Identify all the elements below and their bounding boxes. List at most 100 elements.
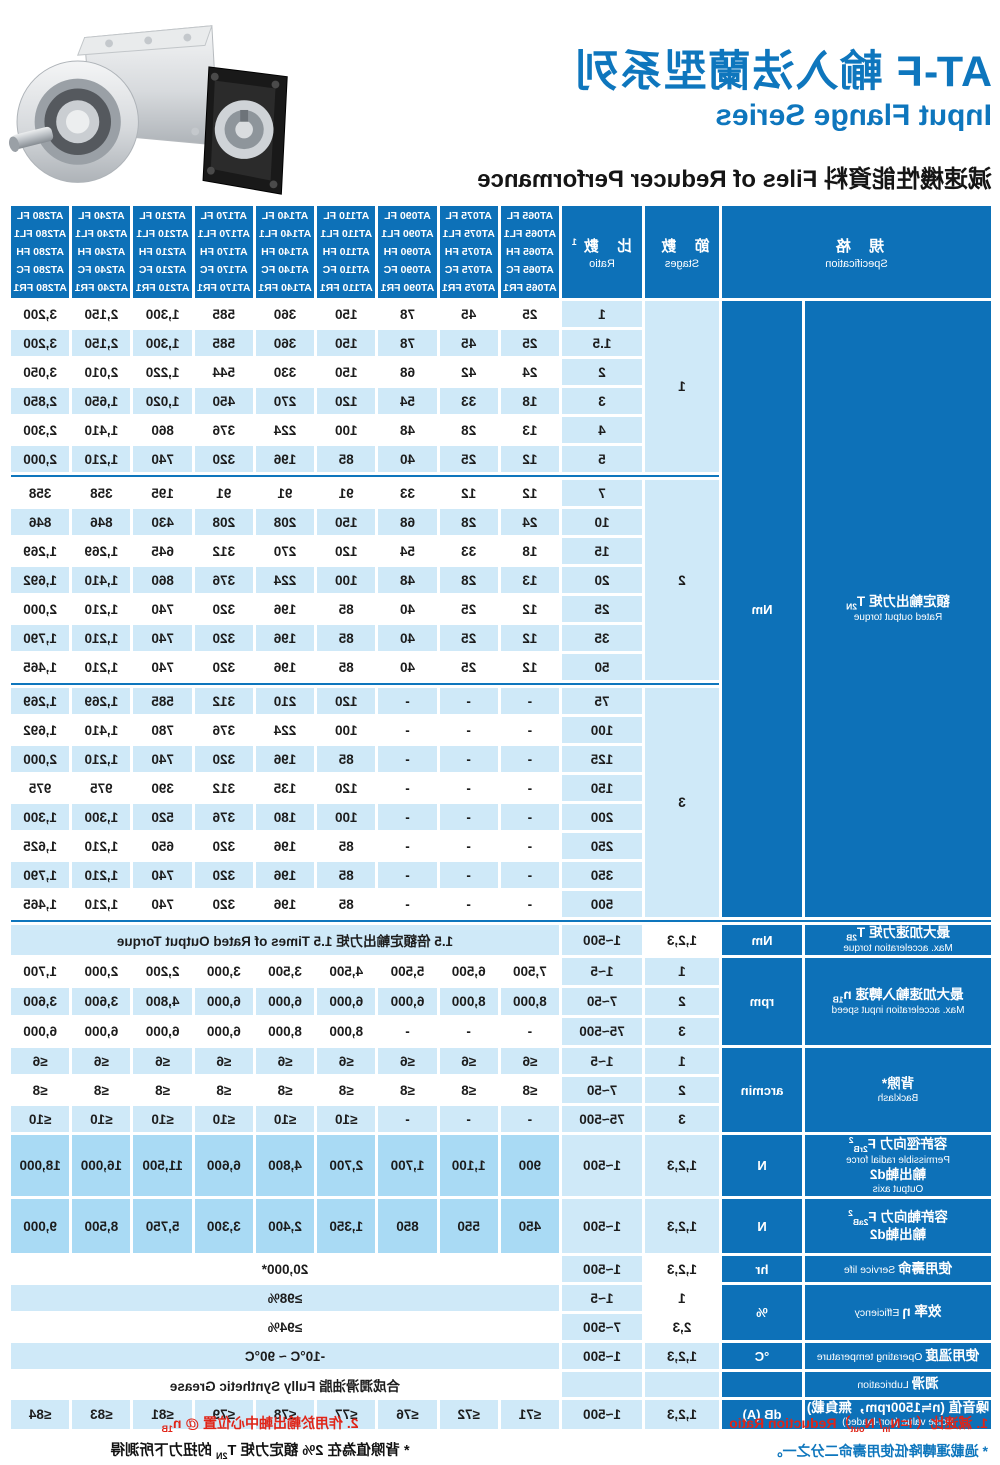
value-cell: 8,000: [317, 1018, 376, 1046]
header-model-AT240: AT240 FL AT240 FL1 AT240 FH AT240 FC AT240 F…: [72, 206, 131, 298]
value-cell: -: [439, 862, 498, 888]
value-cell: 6,000: [133, 1018, 192, 1046]
value-cell: 6,500: [439, 958, 498, 986]
value-cell: 11,500: [133, 1135, 192, 1196]
value-cell: ≤8: [133, 1077, 192, 1104]
value-cell: 550: [439, 1199, 498, 1253]
model-variant: AT090 FR1: [380, 282, 435, 294]
value-cell: 85: [317, 596, 376, 622]
value-cell: 196: [255, 833, 315, 859]
model-variant: AT110 FR1: [319, 282, 373, 294]
spec-permissible-radial-force-label-zh2: 輸出軸d2: [869, 1167, 927, 1183]
value-cell: 358: [11, 480, 70, 506]
value-cell: 6,000: [378, 988, 437, 1016]
value-cell: 196: [255, 625, 315, 651]
model-variant: AT110 FH: [322, 246, 370, 258]
value-cell: 450: [194, 388, 253, 414]
value-cell: 330: [255, 359, 315, 385]
value-cell: ≤6: [500, 1048, 559, 1075]
value-cell: 6,000: [194, 1018, 253, 1046]
ratio-cell: 10: [562, 509, 642, 535]
stage-cell: 1,2,3: [645, 1343, 719, 1369]
value-cell: 4,800: [133, 988, 192, 1016]
spec-permissible-radial-force: 容許徑向力 F2rB2 Permissible radial force 輸出軸d2…: [805, 1135, 991, 1196]
value-cell: 6,000: [194, 988, 253, 1016]
model-variant: AT240 FL: [78, 210, 125, 222]
unit-cell: rpm: [722, 958, 802, 1046]
value-cell: 28: [439, 509, 498, 535]
value-cell: 25: [439, 596, 498, 622]
ratio-cell: 15: [562, 538, 642, 564]
value-cell: 25: [439, 446, 498, 472]
unit-cell: hr: [722, 1256, 802, 1282]
model-variant: AT210 FC: [138, 264, 187, 276]
value-cell: 85: [317, 625, 376, 651]
value-cell: -: [378, 746, 437, 772]
value-cell: 150: [317, 359, 376, 385]
value-cell: 1,300: [133, 330, 192, 356]
unit-cell: Nm: [722, 301, 802, 917]
ratio-cell: 250: [562, 833, 642, 859]
value-cell: 585: [133, 688, 192, 714]
model-variant: AT140 FC: [261, 264, 309, 276]
value-cell: 6,600: [194, 1135, 253, 1196]
value-cell: ≤10: [133, 1106, 192, 1133]
value-cell: 91: [317, 480, 376, 506]
model-variant: AT170 FL: [200, 210, 248, 222]
value-cell: 5,500: [378, 958, 437, 986]
value-cell: 1,100: [439, 1135, 498, 1196]
value-cell: -: [500, 891, 559, 917]
spec-max-acceleration-input-speed: 最大加速輸入轉速 n1B Max. acceleration input spee…: [805, 958, 991, 1046]
value-cell: 100: [317, 804, 376, 830]
value-cell: ≤8: [72, 1077, 131, 1104]
value-cell: 42: [439, 359, 498, 385]
header-model-AT065: AT065 FL AT065 FL1 AT065 FH AT065 FC AT065 F…: [500, 206, 559, 298]
model-variant: AT280 FL: [16, 210, 64, 222]
model-variant: AT140 FR1: [258, 282, 312, 294]
spec-rated-output-torque-label-en: Rated output torque: [853, 612, 943, 624]
value-cell: 68: [378, 509, 437, 535]
value-cell: 100: [317, 417, 376, 443]
header-ratio-zh: 比 數1: [571, 236, 633, 255]
value-cell: 450: [500, 1199, 559, 1253]
value-cell: 48: [378, 567, 437, 593]
value-cell: 28: [439, 417, 498, 443]
value-cell: 320: [194, 891, 253, 917]
value-cell: 1,465: [11, 891, 70, 917]
value-cell: 180: [255, 804, 315, 830]
header-stages-en: Stages: [664, 257, 700, 270]
value-cell: 6,000: [11, 1018, 70, 1046]
value-cell: -: [500, 688, 559, 714]
ratio-cell: 25: [562, 596, 642, 622]
value-cell: 12: [500, 596, 559, 622]
value-cell: 2,150: [72, 301, 131, 327]
value-cell: 18: [500, 538, 559, 564]
value-cell: 25: [439, 625, 498, 651]
value-cell: 850: [378, 1199, 437, 1253]
model-variant: AT140 FL1: [258, 228, 312, 240]
header-spec-en: Specification: [825, 257, 888, 270]
model-variant: AT140 FH: [261, 246, 309, 258]
value-cell: 85: [317, 746, 376, 772]
value-cell: -: [378, 1018, 437, 1046]
value-cell: ≤8: [194, 1077, 253, 1104]
value-cell: 208: [194, 509, 253, 535]
value-cell: 12: [500, 480, 559, 506]
model-variant: AT065 FL: [506, 210, 554, 222]
section-divider: [11, 683, 719, 685]
model-variant: AT210 FL1: [136, 228, 189, 240]
value-cell: 12: [500, 625, 559, 651]
value-cell: -: [439, 891, 498, 917]
value-cell: 40: [378, 446, 437, 472]
value-cell: 1,410: [72, 417, 131, 443]
stage-cell: 2,3: [645, 1314, 719, 1340]
value-cell: 224: [255, 417, 315, 443]
value-cell: 1,269: [72, 538, 131, 564]
value-cell: 2,000: [72, 958, 131, 986]
value-cell: 120: [317, 388, 376, 414]
value-cell: 3,600: [11, 988, 70, 1016]
value-cell: 390: [133, 775, 192, 801]
value-cell: 585: [194, 301, 253, 327]
value-cell: 85: [317, 446, 376, 472]
page-subtitle: 減速機性能資料 Files of Reducer Performance: [477, 159, 992, 194]
